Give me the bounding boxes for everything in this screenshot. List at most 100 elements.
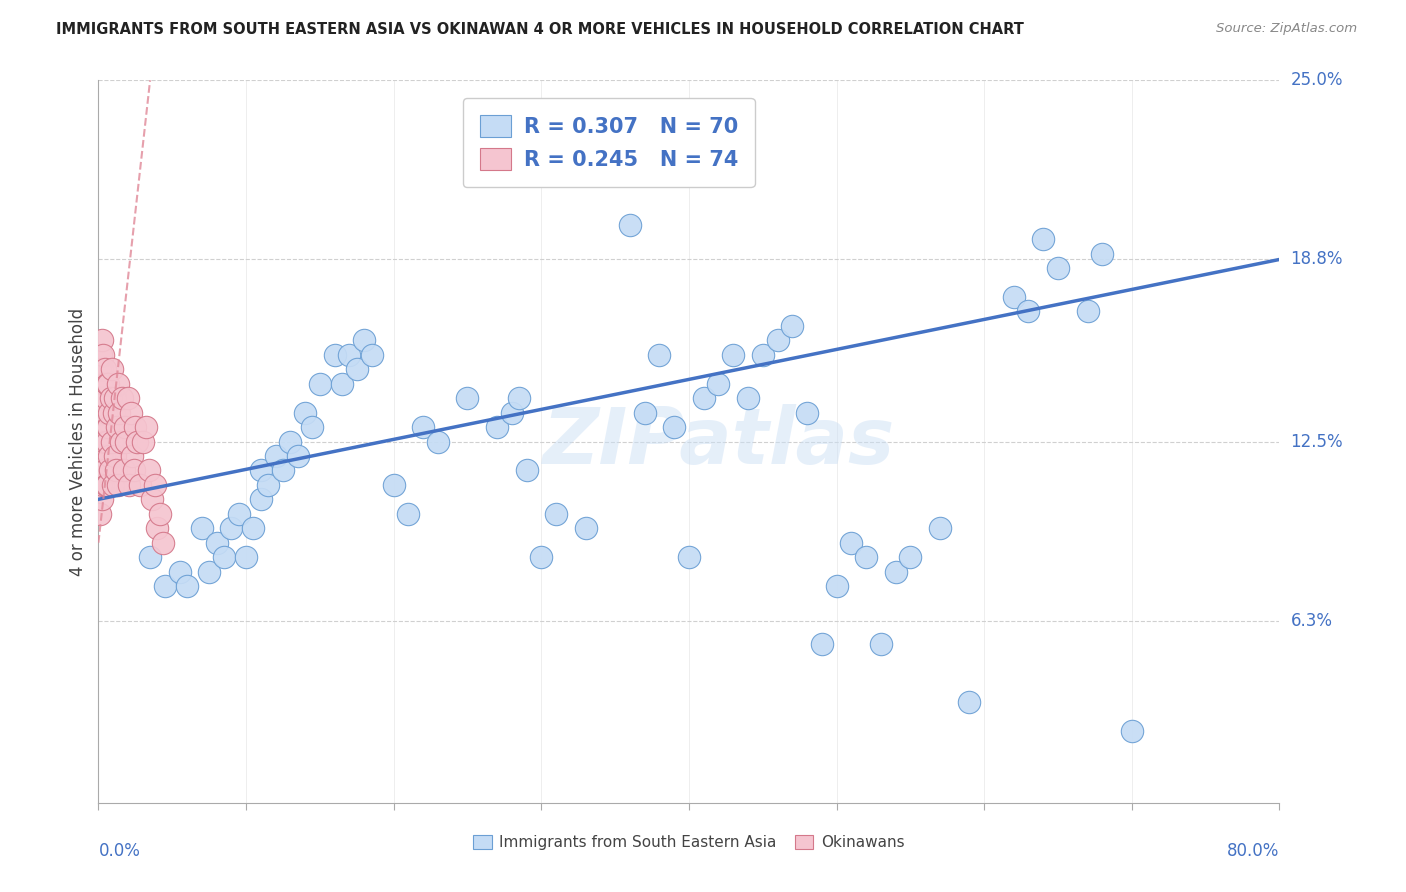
Point [323,348,346,362]
Point [93,348,115,362]
Legend: Immigrants from South Eastern Asia, Okinawans: Immigrants from South Eastern Asia, Okin… [467,830,911,856]
Text: 12.5%: 12.5% [1291,433,1343,450]
Text: 18.8%: 18.8% [1291,251,1343,268]
Point [135,420,157,434]
Point [457,391,479,405]
Point [678,550,700,565]
Point [825,579,848,593]
Point [94,434,117,449]
Point [111,391,134,405]
Point [353,334,375,348]
Point [124,420,146,434]
Text: IMMIGRANTS FROM SOUTH EASTERN ASIA VS OKINAWAN 4 OR MORE VEHICLES IN HOUSEHOLD C: IMMIGRANTS FROM SOUTH EASTERN ASIA VS OK… [56,22,1024,37]
Point [112,463,135,477]
Point [271,463,294,477]
Point [855,550,877,565]
Point [128,478,150,492]
Point [138,463,160,477]
Point [546,507,568,521]
Point [90,334,112,348]
Point [796,406,818,420]
Point [90,391,112,405]
Point [101,362,124,376]
Point [228,507,250,521]
Point [198,565,221,579]
Point [89,434,111,449]
Point [93,420,115,434]
Point [98,406,121,420]
Point [176,579,198,593]
Point [235,550,257,565]
Point [108,406,131,420]
Point [427,434,450,449]
Point [91,478,114,492]
Point [96,434,118,449]
Point [143,478,166,492]
Text: 6.3%: 6.3% [1291,612,1333,630]
Text: 25.0%: 25.0% [1291,71,1343,89]
Point [90,449,112,463]
Point [766,334,789,348]
Point [707,376,730,391]
Text: 0.0%: 0.0% [98,842,141,860]
Point [110,434,132,449]
Point [97,449,120,463]
Point [120,406,142,420]
Point [870,637,893,651]
Point [486,420,509,434]
Point [280,434,302,449]
Point [115,434,138,449]
Point [723,348,745,362]
Point [91,463,114,477]
Point [257,478,280,492]
Point [90,478,112,492]
Point [107,478,129,492]
Point [91,376,114,391]
Point [900,550,922,565]
Point [841,535,863,549]
Point [959,695,981,709]
Point [100,391,122,405]
Point [191,521,214,535]
Point [619,218,641,232]
Point [105,420,128,434]
Point [242,521,264,535]
Point [605,160,627,174]
Point [530,550,553,565]
Point [89,391,111,405]
Point [118,478,141,492]
Point [141,492,163,507]
Point [89,406,111,420]
Point [96,478,118,492]
Point [90,449,112,463]
Point [100,434,122,449]
Point [330,376,353,391]
Point [250,463,273,477]
Point [1002,290,1025,304]
Point [93,449,115,463]
Point [91,434,114,449]
Point [89,463,111,477]
Point [89,507,111,521]
Point [648,348,671,362]
Point [97,376,120,391]
Point [929,521,952,535]
Point [94,406,117,420]
Y-axis label: 4 or more Vehicles in Household: 4 or more Vehicles in Household [69,308,87,575]
Point [264,449,287,463]
Point [90,492,112,507]
Point [90,348,112,362]
Point [98,463,121,477]
Point [501,406,523,420]
Point [114,420,136,434]
Point [91,420,114,434]
Point [122,463,145,477]
Point [104,449,127,463]
Point [121,449,143,463]
Point [516,463,538,477]
Point [104,391,127,405]
Point [1121,723,1143,738]
Point [811,637,834,651]
Point [884,565,907,579]
Point [90,406,112,420]
